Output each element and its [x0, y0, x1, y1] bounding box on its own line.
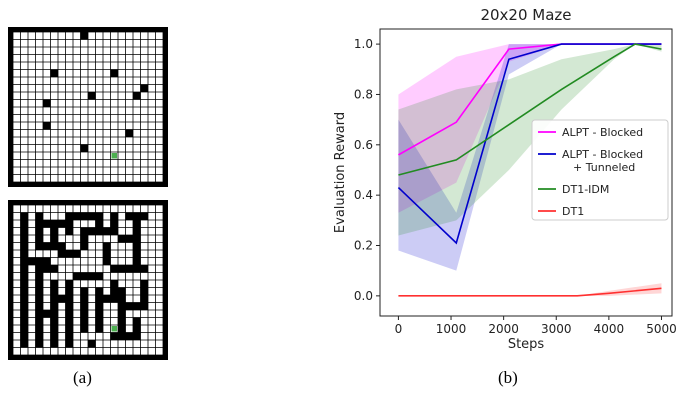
legend-label-line: DT1: [562, 205, 584, 218]
maze-wall: [95, 287, 103, 333]
maze-wall: [110, 280, 118, 303]
series-line: [398, 43, 662, 176]
y-tick-label: 0.4: [354, 188, 373, 202]
maze-wall: [73, 212, 103, 220]
legend-label-line: ALPT - Blocked: [562, 148, 643, 161]
y-tick-label: 0.6: [354, 138, 373, 152]
maze-wall: [50, 227, 58, 243]
confidence-band: [398, 44, 662, 236]
maze-wall: [125, 302, 148, 310]
x-axis-label: Steps: [508, 337, 545, 352]
maze-wall: [103, 242, 111, 265]
confidence-band: [398, 44, 662, 213]
blocked-cell: [43, 122, 51, 130]
maze-wall: [58, 250, 81, 258]
y-tick-label: 1.0: [354, 37, 373, 51]
maze-wall: [65, 212, 73, 235]
plot-frame: [379, 28, 673, 317]
maze-wall: [140, 280, 148, 310]
blocked-cell: [110, 69, 118, 77]
maze-wall: [110, 212, 118, 228]
x-tick-label: 0: [395, 322, 403, 336]
maze-wall: [43, 220, 66, 228]
caption-b: (b): [498, 368, 518, 387]
maze-wall: [133, 317, 141, 340]
y-tick-label: 0.0: [354, 289, 373, 303]
maze-wall: [95, 212, 103, 228]
x-tick-label: 1000: [436, 322, 467, 336]
x-tick-label: 5000: [646, 322, 677, 336]
maze-wall: [35, 265, 58, 273]
goal-cell: [111, 326, 117, 332]
y-axis-label: Evaluation Reward: [333, 112, 348, 233]
maze-wall: [88, 340, 96, 348]
maze-blocked-grid: [8, 27, 168, 187]
blocked-cell: [133, 92, 141, 100]
x-tick-label: 4000: [594, 322, 625, 336]
confidence-band: [398, 283, 662, 296]
goal-cell: [111, 153, 117, 159]
blocked-cell: [80, 32, 88, 40]
maze-wall: [110, 265, 148, 273]
reward-line-chart: 20x20 Maze 0 1000 2000 3000 4000 5000 0.0 0.2 0.4…: [333, 6, 677, 352]
y-tick-label: 0.2: [354, 239, 373, 253]
blocked-cell: [125, 129, 133, 137]
maze-tunneled-grid: [8, 200, 168, 360]
legend-label: ALPT - Blocked + Tunneled: [562, 148, 643, 174]
blocked-cell: [43, 99, 51, 107]
blocked-cell: [140, 84, 148, 92]
legend-label-line: DT1-IDM: [562, 183, 609, 196]
maze-wall: [118, 235, 141, 243]
maze-wall: [110, 332, 133, 340]
blocked-cell: [50, 69, 58, 77]
maze-wall: [80, 287, 88, 333]
maze-wall: [73, 272, 103, 280]
maze-wall: [118, 287, 126, 333]
maze-wall: [58, 295, 66, 303]
legend-label: ALPT - Blocked: [562, 126, 643, 139]
maze-wall: [35, 272, 43, 348]
legend-label: DT1-IDM: [562, 183, 609, 196]
legend-label-line: + Tunneled: [573, 161, 635, 174]
series-line: [397, 43, 662, 245]
x-tick-label: 2000: [488, 322, 519, 336]
maze-wall: [35, 242, 66, 250]
maze-wall: [50, 280, 58, 348]
caption-a: (a): [73, 368, 92, 387]
blocked-cell: [88, 92, 96, 100]
chart-title: 20x20 Maze: [480, 6, 571, 24]
maze-wall: [20, 265, 28, 348]
maze-wall: [125, 212, 148, 220]
y-tick-label: 0.8: [354, 87, 373, 101]
maze-wall: [35, 212, 43, 243]
maze-wall: [103, 295, 111, 303]
legend-label: DT1: [562, 205, 584, 218]
maze-wall: [20, 257, 51, 265]
maze-wall: [43, 310, 51, 318]
maze-wall: [80, 235, 88, 250]
maze-wall: [80, 227, 118, 235]
maze-wall: [20, 212, 28, 258]
maze-wall: [65, 280, 73, 348]
blocked-cell: [80, 144, 88, 152]
legend: [531, 119, 669, 221]
maze-figures: [8, 27, 168, 360]
series-line: [398, 287, 662, 297]
legend-label-line: ALPT - Blocked: [562, 126, 643, 139]
x-tick-label: 3000: [541, 322, 572, 336]
